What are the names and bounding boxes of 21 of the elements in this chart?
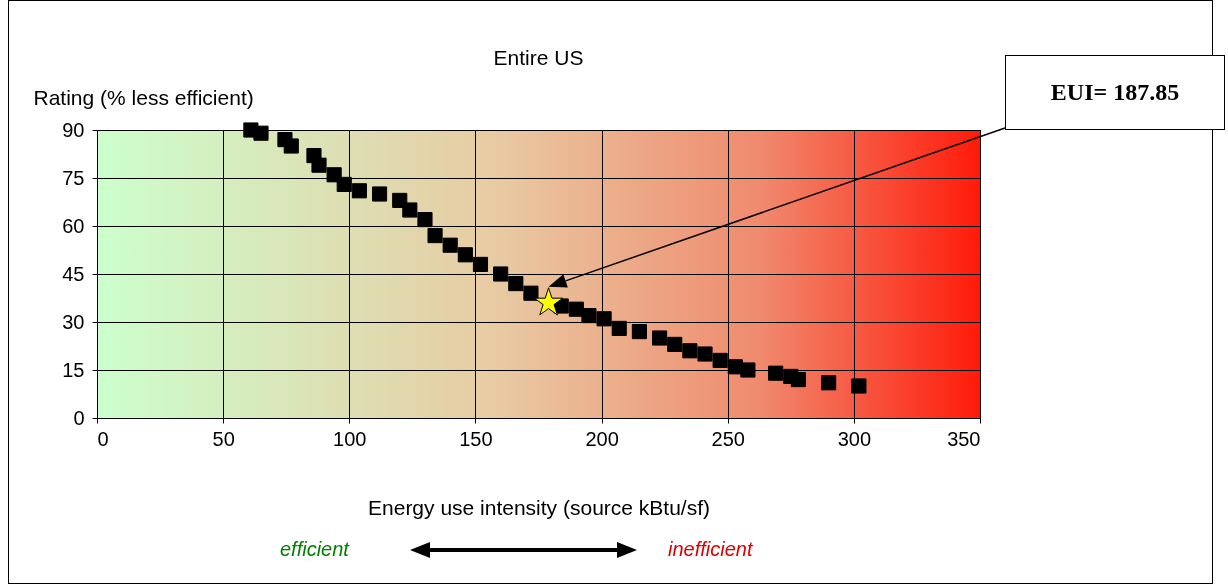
- y-tick-label: 45: [62, 262, 85, 285]
- x-tick-label: 200: [585, 427, 619, 450]
- x-tick-label: 300: [837, 427, 872, 450]
- chart-title: Entire US: [493, 46, 584, 69]
- text: efficient: [280, 538, 349, 561]
- x-tick-label: 50: [212, 427, 235, 450]
- text: inefficient: [668, 538, 753, 561]
- x-tick-label: 250: [711, 427, 745, 450]
- y-tick-label: 90: [62, 118, 85, 141]
- y-tick-label: 75: [62, 166, 85, 189]
- x-axis-title: Energy use intensity (source kBtu/sf): [368, 495, 710, 519]
- x-tick-label: 0: [97, 427, 109, 450]
- y-tick-label: 30: [62, 310, 85, 333]
- y-axis-title: Rating (% less efficient): [33, 85, 254, 109]
- y-tick-label: 0: [73, 406, 85, 429]
- x-tick-label: 350: [947, 427, 981, 450]
- x-tick-label: 150: [459, 427, 493, 450]
- text: EUI= 187.85: [1005, 55, 1225, 130]
- y-tick-label: 60: [62, 214, 85, 237]
- y-tick-label: 15: [62, 358, 85, 381]
- x-tick-label: 100: [333, 427, 367, 450]
